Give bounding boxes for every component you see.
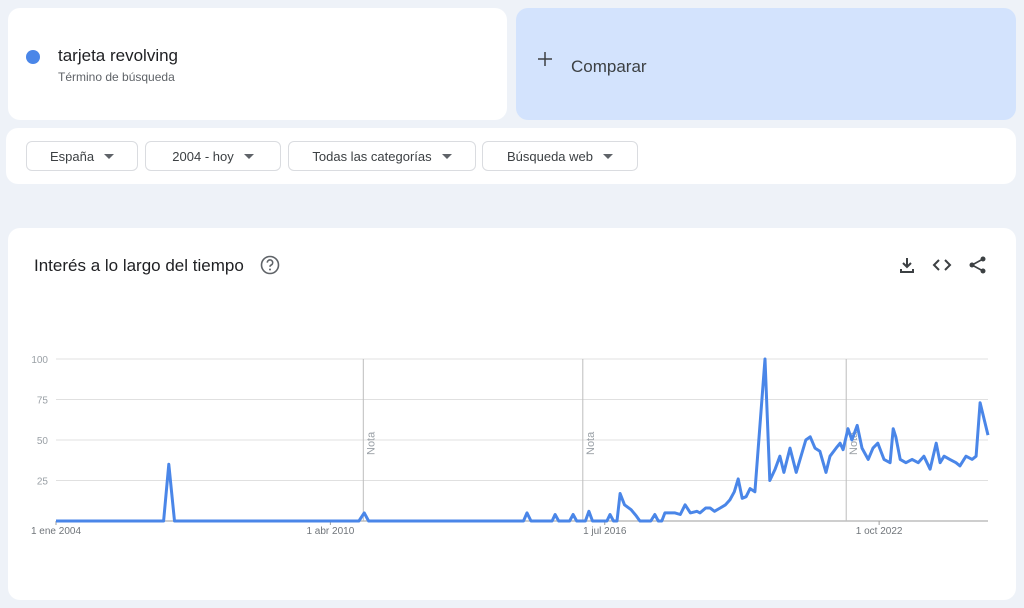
download-icon[interactable] bbox=[898, 256, 916, 274]
share-icon[interactable] bbox=[968, 255, 988, 275]
filter-label: Búsqueda web bbox=[506, 148, 593, 164]
chart-title: Interés a lo largo del tiempo bbox=[34, 256, 244, 275]
filter-button[interactable]: España bbox=[26, 141, 138, 171]
series-dot bbox=[26, 50, 40, 64]
term-name: tarjeta revolving bbox=[58, 46, 179, 65]
search-term-card[interactable]: tarjeta revolving Término de búsqueda bbox=[8, 8, 507, 120]
filter-button[interactable]: Todas las categorías bbox=[288, 141, 476, 171]
term-kind: Término de búsqueda bbox=[58, 70, 175, 84]
filter-bar: España 2004 - hoy Todas las categorías B… bbox=[6, 128, 1016, 184]
help-icon[interactable] bbox=[260, 255, 280, 275]
filter-label: España bbox=[49, 148, 95, 164]
compare-label: Comparar bbox=[571, 57, 647, 76]
filter-label: 2004 - hoy bbox=[172, 148, 234, 164]
embed-icon[interactable] bbox=[932, 256, 952, 274]
filter-button[interactable]: 2004 - hoy bbox=[145, 141, 281, 171]
compare-card[interactable]: Comparar bbox=[516, 8, 1016, 120]
filter-button[interactable]: Búsqueda web bbox=[482, 141, 638, 171]
filter-label: Todas las categorías bbox=[312, 148, 432, 164]
chart-card: Interés a lo largo del tiempo bbox=[8, 228, 1016, 600]
plus-icon bbox=[538, 52, 552, 66]
